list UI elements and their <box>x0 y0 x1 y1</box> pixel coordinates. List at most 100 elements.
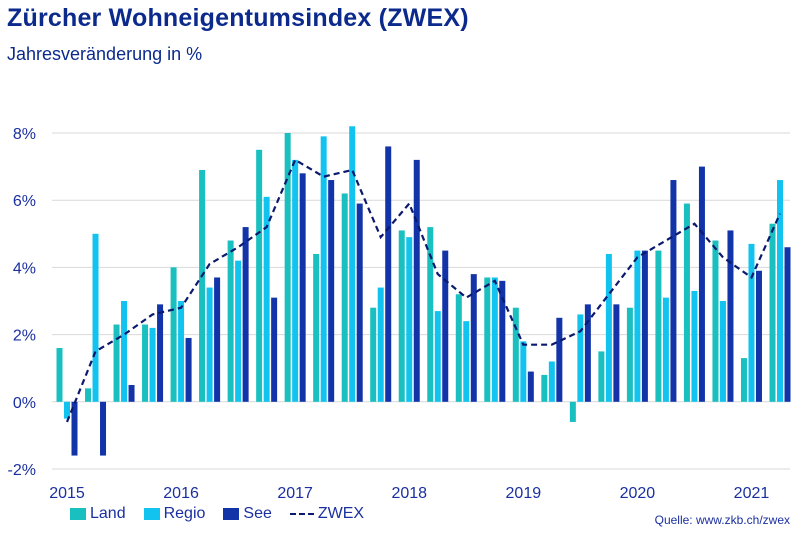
legend-swatch-regio <box>143 508 160 520</box>
x-tick-label: 2018 <box>391 485 427 502</box>
bar-regio <box>748 243 755 402</box>
bar-see <box>242 227 249 402</box>
zwex-line <box>65 158 782 423</box>
bar-regio <box>777 180 783 402</box>
bar-see <box>100 401 107 456</box>
bar-regio <box>292 159 299 402</box>
bar-see <box>299 173 306 402</box>
bar-land <box>484 277 491 402</box>
legend: Land Regio See ZWEX <box>70 503 382 525</box>
legend-label-land: Land <box>90 505 126 522</box>
bar-land <box>512 307 519 402</box>
legend-item-land: Land <box>70 505 126 523</box>
bar-regio <box>206 287 213 402</box>
bar-regio <box>64 401 70 419</box>
bar-regio <box>491 277 498 402</box>
bar-see <box>413 159 420 402</box>
bar-land <box>569 401 576 422</box>
bar-regio <box>691 290 698 402</box>
bar-see <box>727 230 734 402</box>
bar-regio <box>121 301 128 402</box>
x-tick-label: 2015 <box>49 485 85 502</box>
bar-see <box>755 270 762 402</box>
legend-label-see: See <box>243 505 272 522</box>
bar-regio <box>92 233 99 402</box>
bar-see <box>556 317 563 402</box>
bar-land <box>427 227 434 402</box>
bar-land <box>85 388 92 402</box>
bar-land <box>541 374 548 402</box>
bar-regio <box>235 260 242 402</box>
bar-land <box>740 358 747 402</box>
bar-land <box>712 240 719 402</box>
bar-see <box>499 280 506 402</box>
zwex-series-line <box>65 158 782 423</box>
bar-land <box>683 203 690 402</box>
legend-label-zwex: ZWEX <box>317 505 365 522</box>
bar-land <box>370 307 377 402</box>
legend-label-regio: Regio <box>163 505 206 522</box>
bar-see <box>470 274 477 402</box>
bar-regio <box>719 301 726 402</box>
bar-land <box>227 240 234 402</box>
x-axis: 2015 2016 2017 2018 2019 2020 2021 <box>49 485 769 502</box>
bar-land <box>398 230 405 402</box>
bar-land <box>142 324 149 402</box>
bar-regio <box>634 250 641 402</box>
bar-land <box>170 267 177 402</box>
bar-land <box>284 133 291 402</box>
bar-regio <box>605 253 612 402</box>
bar-regio <box>320 136 327 402</box>
y-tick-label: 8% <box>13 126 36 143</box>
bar-regio <box>548 361 555 402</box>
legend-swatch-land <box>70 508 86 520</box>
bar-regio <box>463 321 470 402</box>
bar-see <box>356 203 363 402</box>
bars <box>56 126 791 456</box>
bar-regio <box>377 287 384 402</box>
y-tick-label: 4% <box>13 260 36 277</box>
legend-swatch-zwex <box>289 513 314 515</box>
y-tick-label: 6% <box>13 193 36 210</box>
bar-see <box>385 146 392 402</box>
bar-regio <box>263 196 270 402</box>
bar-see <box>784 247 791 402</box>
source-note: Quelle: www.zkb.ch/zwex <box>654 513 790 527</box>
bar-land <box>199 169 206 402</box>
bar-regio <box>520 341 527 402</box>
bar-see <box>584 304 591 402</box>
y-tick-label: -2% <box>8 462 36 479</box>
bar-land <box>655 250 662 402</box>
bar-see <box>527 371 534 402</box>
bar-land <box>341 193 348 402</box>
bar-see <box>641 250 648 402</box>
bar-land <box>256 149 263 402</box>
legend-item-regio: Regio <box>143 505 206 523</box>
bar-see <box>185 337 192 402</box>
x-tick-label: 2021 <box>734 485 770 502</box>
bar-land <box>56 348 63 402</box>
bar-regio <box>349 126 356 402</box>
bar-regio <box>577 314 584 402</box>
y-axis: -2% 0% 2% 4% 6% 8% <box>8 126 36 479</box>
bar-see <box>698 166 705 402</box>
y-tick-label: 2% <box>13 328 36 345</box>
bar-land <box>769 223 776 402</box>
x-tick-label: 2017 <box>277 485 313 502</box>
bar-regio <box>178 301 185 402</box>
bar-land <box>113 324 120 402</box>
bar-regio <box>406 237 413 402</box>
bar-see <box>71 401 78 456</box>
y-tick-label: 0% <box>13 395 36 412</box>
x-tick-label: 2020 <box>620 485 656 502</box>
x-tick-label: 2016 <box>163 485 199 502</box>
bar-see <box>271 297 278 402</box>
bar-see <box>157 304 164 402</box>
bar-land <box>598 351 605 402</box>
legend-item-zwex: ZWEX <box>289 505 365 523</box>
legend-item-see: See <box>223 505 272 523</box>
bar-land <box>626 307 633 402</box>
legend-swatch-see <box>223 508 240 520</box>
bar-see <box>613 304 620 402</box>
